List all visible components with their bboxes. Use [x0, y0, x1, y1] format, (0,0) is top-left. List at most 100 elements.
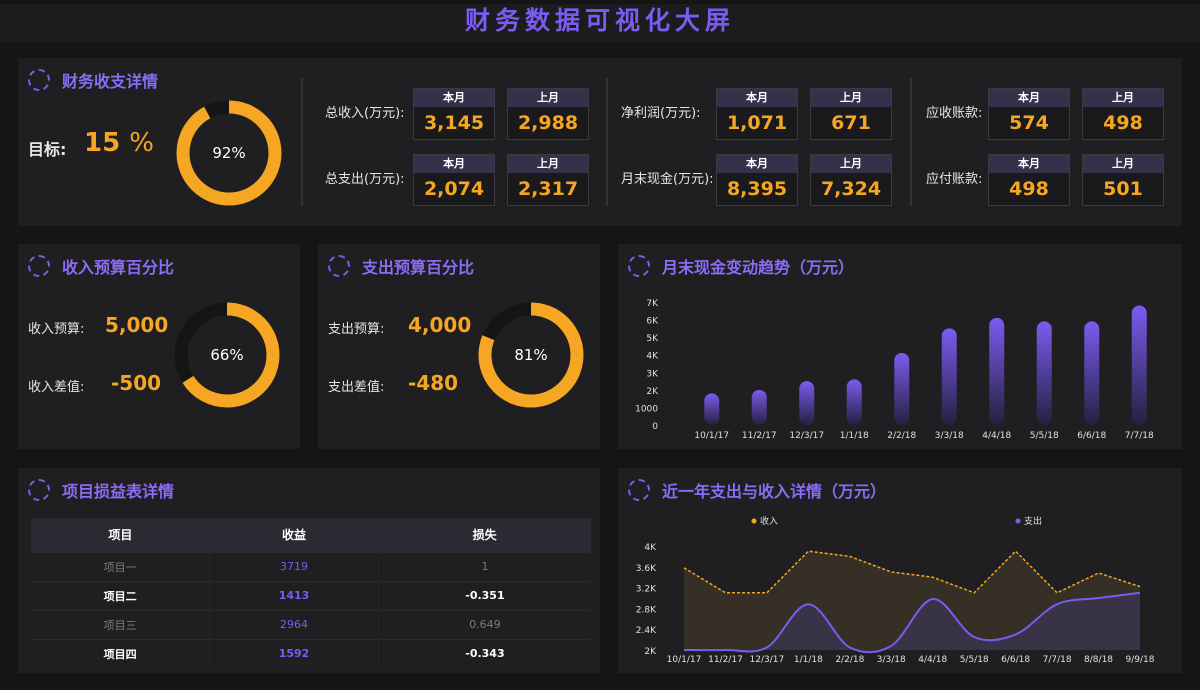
metric-current-box: 本月 498: [988, 154, 1070, 206]
y-tick-label: 3.2K: [636, 585, 657, 595]
income-budget-panel: 收入预算百分比 收入预算: 5,000 收入差值: -500 66%: [18, 244, 300, 449]
target-label: 目标:: [28, 140, 67, 159]
table-cell: 3719: [209, 551, 379, 581]
table-row: 项目一 3719 1: [31, 551, 591, 581]
metric-value: 2,988: [517, 112, 579, 134]
x-tick-label: 12/3/17: [750, 655, 785, 665]
x-tick-label: 3/3/18: [935, 431, 964, 441]
completion-donut: 92%: [176, 100, 282, 206]
metric-value: 2,074: [423, 178, 485, 200]
bar: [751, 389, 767, 425]
table-cell: 2964: [209, 609, 379, 639]
metric-previous-box: 上月 671: [810, 88, 892, 140]
completion-donut-arc: [176, 100, 282, 206]
table-cell: 1: [378, 551, 591, 581]
legend-dot: [1015, 518, 1021, 524]
expense-budget-value: 4,000: [408, 313, 472, 337]
y-tick-label: 2K: [644, 647, 657, 657]
expense-donut-label: 81%: [514, 346, 547, 364]
expense-donut-arc: [478, 302, 584, 408]
table-row: 项目四 1592 -0.343: [31, 638, 591, 668]
dashed-ring-icon: [628, 479, 650, 501]
target-value: 15 %: [84, 128, 154, 158]
metric-current-box: 本月 3,145: [413, 88, 495, 140]
bar: [1036, 321, 1052, 425]
completion-donut-label: 92%: [212, 144, 245, 162]
divider-1: [301, 78, 303, 206]
expense-budget-donut: 81%: [478, 302, 584, 408]
legend-label: 收入: [760, 515, 778, 527]
income-budget-donut: 66%: [174, 302, 280, 408]
y-tick-label: 2K: [646, 387, 659, 397]
period-label: 本月: [414, 155, 494, 173]
bar: [1084, 321, 1100, 425]
metric-label: 总收入(万元):: [325, 106, 405, 121]
x-tick-label: 6/6/18: [1001, 655, 1030, 665]
x-tick-label: 6/6/18: [1077, 431, 1106, 441]
metric-previous-box: 上月 2,988: [507, 88, 589, 140]
y-tick-label: 2.4K: [636, 626, 657, 636]
y-tick-label: 3.6K: [636, 564, 657, 574]
bar: [941, 328, 957, 425]
divider-2: [606, 78, 608, 206]
metric-value: 501: [1103, 178, 1143, 200]
dashed-ring-icon: [28, 479, 50, 501]
dashed-ring-icon: [28, 255, 50, 277]
column-header: 项目: [31, 518, 210, 552]
metric-value: 498: [1103, 112, 1143, 134]
bar: [799, 381, 815, 425]
y-tick-label: 2.8K: [636, 605, 657, 615]
dashed-ring-icon: [328, 255, 350, 277]
metric-label: 总支出(万元):: [325, 172, 405, 187]
metric-value: 3,145: [423, 112, 485, 134]
metric-previous-box: 上月 2,317: [507, 154, 589, 206]
table-cell: -0.343: [378, 638, 591, 668]
period-label: 本月: [717, 155, 797, 173]
dashed-ring-icon: [628, 255, 650, 277]
y-tick-label: 0: [652, 422, 658, 432]
table-cell: 1413: [209, 580, 379, 610]
summary-title: 财务收支详情: [28, 68, 158, 92]
table-cell: 项目一: [31, 551, 211, 581]
period-label: 本月: [414, 89, 494, 107]
cash-trend-panel: 月末现金变动趋势（万元） 0 1000 2K 3K 4K 5K 6K 7K 10/1/17 11/…: [618, 244, 1182, 449]
bar: [894, 352, 910, 425]
expense-area: [684, 592, 1140, 653]
income-line: [683, 550, 1141, 594]
x-tick-label: 12/3/17: [789, 431, 824, 441]
x-tick-label: 2/2/18: [887, 431, 916, 441]
income-expense-area-chart: 2K 2.4K 2.8K 3.2K 3.6K 4K 10/1/17 11/2/17 12/3/1…: [636, 515, 1155, 665]
cash-trend-bar-chart: 0 1000 2K 3K 4K 5K 6K 7K 10/1/17 11/2/17 12/3/17 1/…: [635, 299, 1154, 441]
metric-value: 574: [1009, 112, 1049, 134]
period-label: 上月: [811, 89, 891, 107]
table-cell: 1592: [209, 638, 379, 668]
x-tick-label: 5/5/18: [1030, 431, 1059, 441]
bar: [846, 379, 862, 425]
y-tick-label: 7K: [646, 299, 659, 309]
metric-label: 月末现金(万元):: [621, 172, 714, 187]
metric-value: 7,324: [820, 178, 882, 200]
target-unit: %: [129, 128, 154, 158]
expense-diff-value: -480: [408, 371, 459, 395]
table-cell: 项目二: [31, 580, 211, 610]
x-tick-label: 11/2/17: [708, 655, 743, 665]
y-tick-label: 6K: [646, 317, 659, 327]
expense-diff-label: 支出差值:: [328, 380, 385, 395]
x-tick-label: 1/1/18: [840, 431, 869, 441]
metric-value: 1,071: [726, 112, 788, 134]
x-tick-label: 4/4/18: [918, 655, 947, 665]
dashed-ring-icon: [28, 69, 50, 91]
header-bar: [0, 4, 1200, 42]
period-label: 上月: [1083, 89, 1163, 107]
income-donut-arc: [174, 302, 280, 408]
metric-value: 8,395: [726, 178, 788, 200]
x-tick-label: 5/5/18: [960, 655, 989, 665]
metric-previous-box: 上月 7,324: [810, 154, 892, 206]
column-header: 损失: [378, 518, 591, 552]
income-expense-panel: 近一年支出与收入详情（万元） 2K 2.4K 2.8K 3.2K 3.6K 4K 10/1/…: [618, 468, 1182, 673]
project-table: 项目 收益 损失 项目一 3719 1 项目二 1413 -0.351 项目三 …: [31, 518, 591, 668]
metric-current-box: 本月 1,071: [716, 88, 798, 140]
period-label: 上月: [508, 89, 588, 107]
bar: [989, 317, 1005, 425]
metric-current-box: 本月 8,395: [716, 154, 798, 206]
